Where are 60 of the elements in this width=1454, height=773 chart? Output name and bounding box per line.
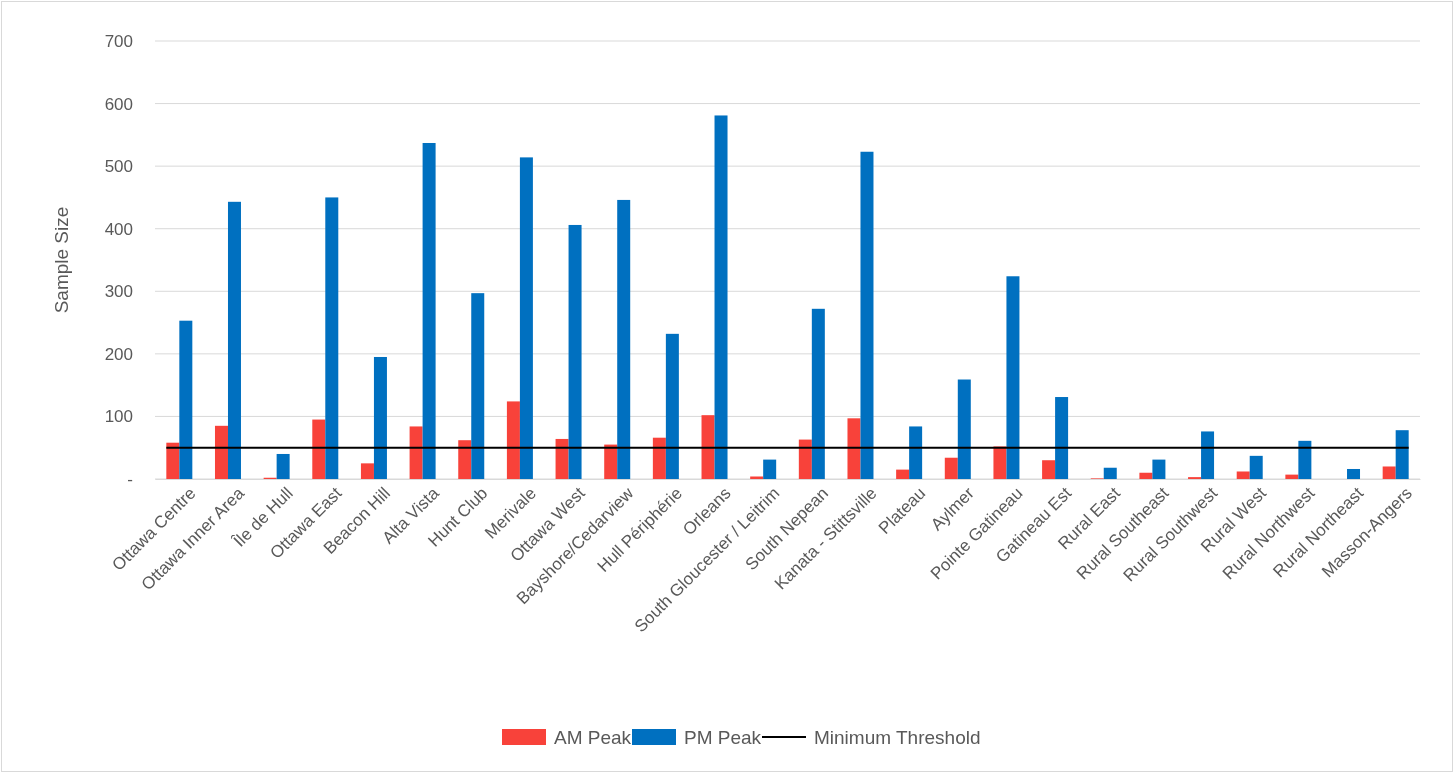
y-tick-label: 200 xyxy=(104,344,133,364)
bar xyxy=(166,442,180,479)
bar xyxy=(1236,471,1250,479)
bar xyxy=(896,469,910,479)
y-tick-label: - xyxy=(127,469,133,489)
bar xyxy=(373,356,387,479)
bar xyxy=(471,293,485,479)
bar xyxy=(555,438,569,479)
bar xyxy=(811,308,825,479)
bar xyxy=(798,439,812,479)
y-tick-label: 700 xyxy=(104,31,133,51)
y-tick-label: 400 xyxy=(104,219,133,239)
bar xyxy=(1347,468,1361,479)
bar xyxy=(750,476,764,479)
bar xyxy=(506,401,520,479)
bar xyxy=(763,459,777,479)
y-tick-label: 500 xyxy=(104,157,133,177)
bar xyxy=(714,115,728,479)
bar xyxy=(665,333,679,479)
bar xyxy=(458,440,472,479)
bar xyxy=(1395,430,1409,479)
y-tick-label: 100 xyxy=(104,407,133,427)
bar xyxy=(1152,459,1166,479)
bar xyxy=(604,444,618,479)
bar xyxy=(422,142,436,479)
bar xyxy=(1298,440,1312,479)
bar xyxy=(360,463,374,479)
bar xyxy=(312,419,326,479)
bar xyxy=(944,457,958,479)
legend-label: PM Peak xyxy=(684,726,762,748)
bar xyxy=(276,453,290,479)
bar xyxy=(1382,466,1396,479)
bar xyxy=(325,197,339,479)
bar xyxy=(957,379,971,479)
bar xyxy=(847,418,861,479)
legend-label: AM Peak xyxy=(554,726,632,748)
bar xyxy=(409,426,423,479)
bar xyxy=(1139,472,1153,479)
bar xyxy=(1006,276,1020,479)
bar xyxy=(860,151,874,479)
y-tick-label: 300 xyxy=(104,282,133,302)
bar xyxy=(519,157,533,479)
bar xyxy=(701,415,715,479)
bar xyxy=(214,425,228,479)
bar xyxy=(1103,467,1117,479)
bar xyxy=(993,446,1007,479)
bar xyxy=(1042,460,1056,479)
y-tick-label: 600 xyxy=(104,94,133,114)
bar xyxy=(1055,397,1069,479)
bar xyxy=(617,199,631,479)
bar xyxy=(179,320,193,479)
bar xyxy=(1249,455,1263,479)
bar xyxy=(568,224,582,479)
legend-label: Minimum Threshold xyxy=(814,726,981,748)
y-axis-title: Sample Size xyxy=(51,206,72,314)
bar xyxy=(227,201,241,479)
bar xyxy=(652,437,666,479)
bar xyxy=(1201,431,1215,479)
bar xyxy=(1285,474,1299,479)
bar xyxy=(909,426,923,479)
